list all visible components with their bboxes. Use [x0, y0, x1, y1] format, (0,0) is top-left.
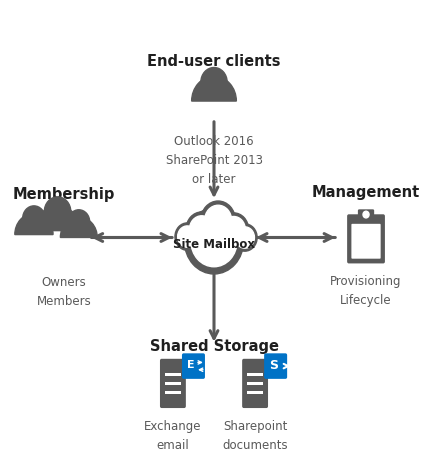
Text: Membership: Membership: [13, 187, 115, 202]
Circle shape: [201, 201, 235, 239]
Circle shape: [219, 213, 249, 246]
Circle shape: [45, 197, 71, 226]
Text: End-user clients: End-user clients: [147, 55, 281, 69]
Text: Site Mailbox: Site Mailbox: [173, 238, 255, 251]
Wedge shape: [60, 217, 97, 238]
Circle shape: [190, 216, 214, 243]
Circle shape: [205, 205, 232, 235]
Circle shape: [232, 224, 257, 251]
FancyBboxPatch shape: [351, 224, 380, 259]
Wedge shape: [35, 206, 80, 231]
Bar: [165, 382, 181, 385]
Circle shape: [191, 216, 237, 267]
FancyBboxPatch shape: [358, 209, 374, 221]
Text: Owners
Members: Owners Members: [37, 276, 92, 308]
Circle shape: [186, 212, 217, 247]
Text: S: S: [270, 359, 279, 372]
Bar: [247, 373, 263, 376]
Circle shape: [178, 226, 197, 247]
Circle shape: [68, 210, 90, 234]
Text: E: E: [187, 360, 195, 370]
Text: Provisioning
Lifecycle: Provisioning Lifecycle: [330, 275, 402, 307]
Bar: [247, 391, 263, 394]
Circle shape: [175, 223, 199, 250]
Bar: [165, 391, 181, 394]
Circle shape: [23, 206, 45, 231]
Wedge shape: [192, 76, 236, 101]
Circle shape: [201, 67, 227, 97]
FancyBboxPatch shape: [242, 359, 268, 408]
Circle shape: [222, 217, 245, 242]
Text: Management: Management: [312, 185, 420, 200]
FancyBboxPatch shape: [160, 359, 186, 408]
Text: Outlook 2016
SharePoint 2013
or later: Outlook 2016 SharePoint 2013 or later: [166, 135, 262, 186]
FancyBboxPatch shape: [347, 214, 385, 264]
Circle shape: [184, 209, 244, 274]
Circle shape: [363, 211, 369, 218]
Text: Exchange
email: Exchange email: [144, 420, 202, 452]
Bar: [165, 373, 181, 376]
FancyBboxPatch shape: [182, 353, 205, 379]
Text: Sharepoint
documents: Sharepoint documents: [222, 420, 288, 452]
Text: Shared Storage: Shared Storage: [149, 340, 279, 354]
FancyBboxPatch shape: [264, 353, 287, 379]
Circle shape: [235, 227, 254, 248]
Wedge shape: [15, 213, 53, 235]
Bar: [247, 382, 263, 385]
